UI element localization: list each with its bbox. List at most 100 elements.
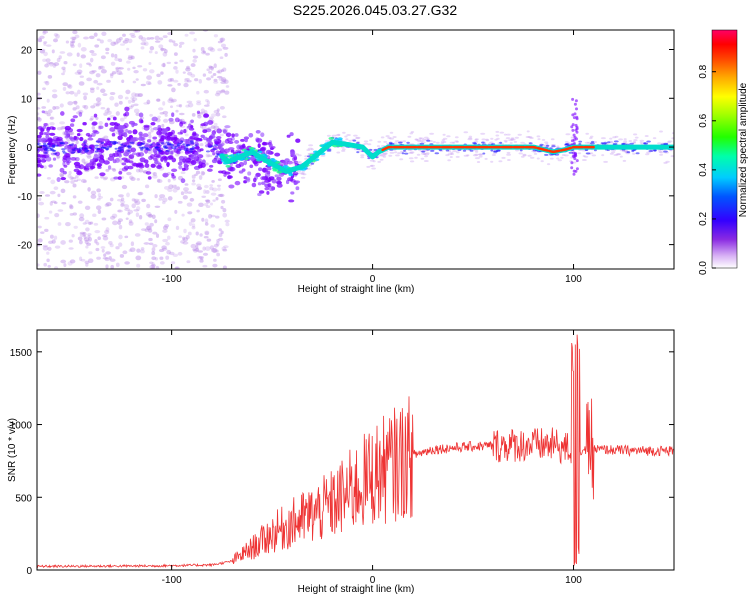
- spectrogram-cell: [168, 117, 174, 122]
- spectrogram-cell: [43, 122, 48, 127]
- spectrogram-cell: [473, 142, 478, 145]
- spectrogram-cell: [96, 82, 103, 86]
- spectrogram-cell: [116, 198, 123, 202]
- spectrogram-cell: [171, 175, 176, 179]
- spectrogram-cell: [40, 158, 45, 163]
- spectrogram-cell: [148, 50, 153, 54]
- spectrogram-cell: [258, 190, 265, 194]
- spectrogram-cell: [40, 146, 44, 152]
- spectrogram-cell: [137, 191, 144, 196]
- spectrogram-cell: [225, 132, 232, 138]
- spectrogram-cell: [404, 152, 409, 155]
- spectrogram-cell: [52, 38, 59, 43]
- spectrogram-cell: [180, 240, 185, 244]
- spectrogram-cell: [125, 89, 131, 95]
- spectrogram-cell: [83, 105, 89, 110]
- spectrogram-cell: [49, 190, 56, 195]
- spectrogram-cell: [216, 153, 220, 155]
- spectrogram-cell: [228, 184, 235, 189]
- colorbar-tick-label: 0.2: [698, 212, 709, 226]
- spectrogram-cell: [123, 144, 127, 147]
- spectrogram-cell: [167, 188, 173, 193]
- spectrogram-cell: [117, 149, 122, 152]
- spectrogram-cell: [550, 138, 555, 141]
- spectrogram-cell: [367, 143, 372, 146]
- spectrogram-cell: [575, 167, 579, 171]
- spectrogram-cell: [124, 207, 130, 212]
- spectrogram-cell: [408, 151, 412, 154]
- spectrogram-cell: [207, 145, 212, 148]
- spectrogram-cell: [108, 241, 113, 245]
- spectrogram-cell: [536, 157, 540, 160]
- spectrogram-cell: [77, 150, 82, 153]
- spectrogram-cell: [379, 158, 384, 161]
- spectrogram-cell: [42, 87, 46, 91]
- spectrogram-cell: [149, 261, 154, 265]
- spectrogram-cell: [387, 136, 392, 139]
- spectrogram-cell: [253, 177, 257, 183]
- spectrogram-cell: [46, 62, 50, 65]
- spectrogram-cell: [149, 113, 153, 117]
- spectrogram-cell: [194, 78, 199, 82]
- spectrogram-cell: [193, 37, 197, 42]
- spectrogram-cell: [151, 251, 156, 256]
- spectrogram-cell: [474, 150, 479, 153]
- snr-y-tick-label: 500: [15, 493, 32, 504]
- spectrogram-cell: [106, 110, 112, 115]
- spectrogram-cell: [186, 202, 193, 207]
- spectrogram-cell: [70, 157, 77, 161]
- spectrogram-cell: [388, 154, 393, 157]
- spectrogram-cell: [129, 175, 134, 180]
- spectrogram-cell: [600, 142, 604, 145]
- spectrogram-cell: [360, 156, 365, 159]
- spectrogram-cell: [97, 165, 102, 170]
- spectrogram-cell: [113, 41, 119, 45]
- spectrogram-cell: [507, 159, 511, 161]
- spectrogram-cell: [43, 262, 48, 267]
- spectrogram-cell: [210, 66, 214, 71]
- spectrogram-cell: [504, 140, 508, 143]
- spectrogram-cell: [249, 156, 255, 161]
- spectrogram-cell: [69, 143, 74, 146]
- spectrogram-cell: [276, 170, 283, 174]
- spectrogram-y-ticks: 20 10 0 -10 -20: [18, 46, 674, 252]
- spectrogram-cell: [51, 145, 56, 148]
- spectrogram-cell: [469, 149, 474, 152]
- spectrogram-cell: [551, 145, 556, 148]
- spectrogram-cell: [160, 47, 164, 52]
- spectrogram-cell: [112, 220, 118, 226]
- spectrogram-cell: [101, 31, 107, 36]
- spectrogram-cell: [90, 105, 96, 109]
- spectrogram-cell: [276, 176, 282, 181]
- spectrogram-cell: [90, 194, 97, 199]
- spectrogram-cell: [377, 140, 382, 143]
- spectrogram-cell: [215, 112, 221, 117]
- spectrogram-cell: [38, 38, 43, 43]
- spectrogram-cell: [122, 40, 129, 44]
- spectrogram-cell: [288, 173, 294, 177]
- spectrogram-cell: [443, 141, 447, 143]
- spectrogram-cell: [268, 143, 274, 148]
- spectrogram-cell: [119, 159, 123, 164]
- spectrogram-cell: [140, 142, 145, 145]
- spectrogram-cell: [176, 186, 180, 191]
- colorbar-tick-label: 0.6: [698, 113, 709, 127]
- spectrogram-cell: [564, 140, 569, 143]
- spectrogram-cell: [198, 175, 203, 180]
- spectrogram-y-tick-label: 20: [21, 46, 33, 57]
- spectrogram-cell: [53, 235, 58, 240]
- spectrogram-frame: [36, 29, 675, 270]
- spectrogram-cell: [466, 154, 470, 157]
- spectrogram-cell: [160, 48, 166, 51]
- spectrogram-cell: [60, 177, 67, 181]
- spectrogram-cell: [162, 110, 169, 115]
- spectrogram-cell: [170, 261, 176, 265]
- spectrogram-cell: [422, 153, 427, 155]
- spectrogram-cell: [46, 258, 50, 263]
- spectrogram-cell: [298, 161, 302, 163]
- spectrogram-cell: [614, 135, 619, 138]
- spectrogram-cell: [98, 195, 104, 199]
- spectrogram-cell: [120, 146, 124, 149]
- spectrogram-cell: [51, 239, 56, 244]
- spectrogram-cell: [71, 151, 76, 154]
